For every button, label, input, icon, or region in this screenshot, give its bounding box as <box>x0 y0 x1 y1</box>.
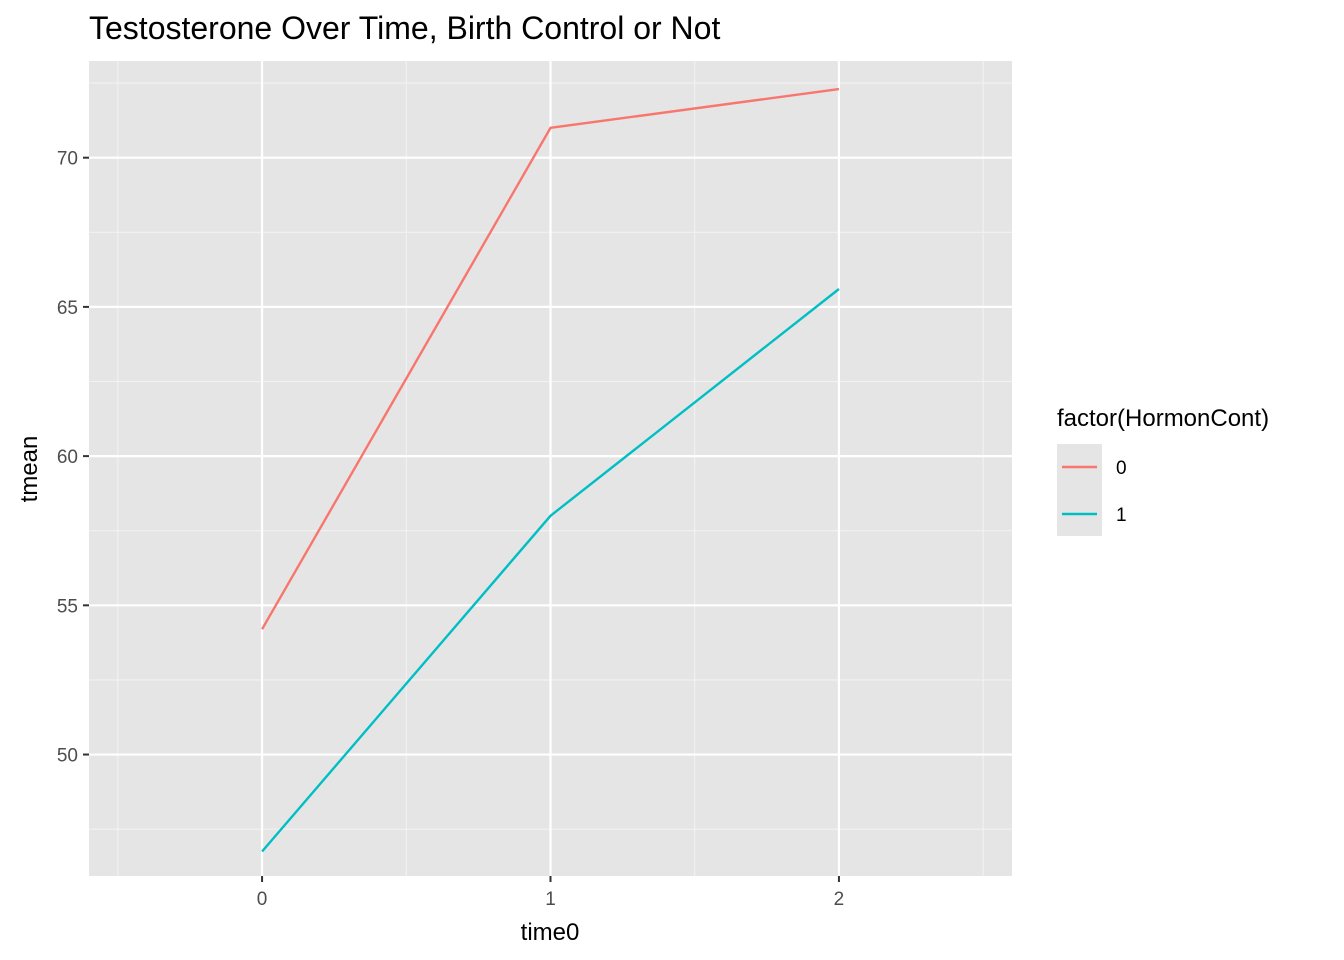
y-axis-title: tmean <box>16 436 43 503</box>
axis-layer: 50 55 60 65 70 0 1 2 <box>57 149 844 910</box>
y-tick-label: 55 <box>57 596 78 617</box>
series-layer <box>261 87 840 853</box>
x-tick-label: 1 <box>545 889 556 910</box>
legend-title: factor(HormonCont) <box>1057 405 1269 432</box>
x-tick-label: 2 <box>834 889 845 910</box>
x-axis-title: time0 <box>521 919 580 946</box>
y-tick-label: 65 <box>57 298 78 319</box>
series-line-1 <box>261 288 840 853</box>
legend-label-1: 1 <box>1116 505 1127 526</box>
y-tick-label: 60 <box>57 447 78 468</box>
legend-items: 01 <box>1062 458 1127 526</box>
legend: factor(HormonCont) 01 <box>1057 405 1269 536</box>
legend-label-0: 0 <box>1116 458 1127 479</box>
y-tick-label: 50 <box>57 746 78 767</box>
chart-title: Testosterone Over Time, Birth Control or… <box>89 10 720 46</box>
series-line-0 <box>261 87 840 630</box>
x-tick-label: 0 <box>257 889 268 910</box>
y-tick-label: 70 <box>57 149 78 170</box>
legend-keys-background <box>1057 444 1102 536</box>
grid-layer <box>89 61 1012 876</box>
